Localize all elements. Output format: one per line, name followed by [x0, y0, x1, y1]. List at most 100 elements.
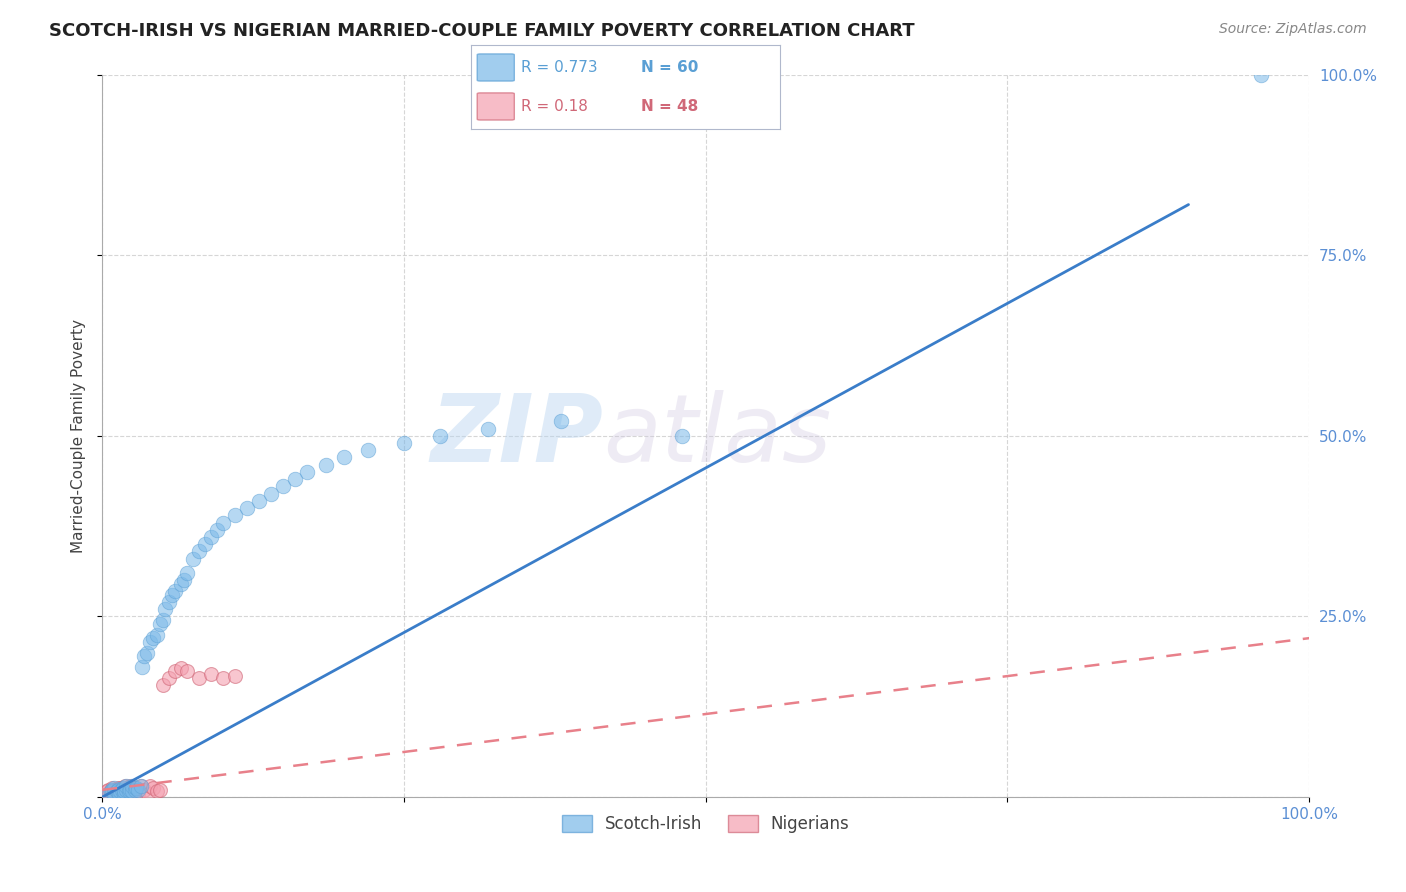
Point	[152, 613, 174, 627]
FancyBboxPatch shape	[477, 93, 515, 120]
Point	[142, 781, 165, 796]
Point	[103, 781, 125, 796]
Text: N = 60: N = 60	[641, 60, 699, 75]
Point	[429, 429, 451, 443]
Point	[107, 781, 129, 796]
Point	[101, 783, 124, 797]
Point	[145, 784, 167, 798]
Point	[247, 493, 270, 508]
Point	[157, 671, 180, 685]
Point	[131, 660, 153, 674]
Point	[212, 516, 235, 530]
Point	[142, 631, 165, 645]
Point	[103, 787, 125, 801]
Point	[98, 787, 121, 801]
Point	[97, 788, 120, 802]
Point	[97, 787, 120, 801]
Point	[107, 788, 129, 802]
Point	[152, 678, 174, 692]
Text: atlas: atlas	[603, 391, 831, 482]
Point	[121, 784, 143, 798]
Point	[101, 781, 124, 796]
Point	[107, 783, 129, 797]
Point	[181, 551, 204, 566]
Point	[112, 788, 135, 802]
Point	[332, 450, 354, 465]
Point	[127, 787, 149, 801]
Text: SCOTCH-IRISH VS NIGERIAN MARRIED-COUPLE FAMILY POVERTY CORRELATION CHART: SCOTCH-IRISH VS NIGERIAN MARRIED-COUPLE …	[49, 22, 915, 40]
Point	[103, 788, 125, 802]
Y-axis label: Married-Couple Family Poverty: Married-Couple Family Poverty	[72, 318, 86, 553]
Point	[121, 779, 143, 793]
Point	[134, 783, 156, 797]
Point	[153, 602, 176, 616]
Point	[118, 784, 141, 798]
Point	[103, 783, 125, 797]
Point	[236, 501, 259, 516]
Point	[671, 429, 693, 443]
Point	[176, 664, 198, 678]
Point	[200, 667, 222, 681]
Point	[392, 436, 415, 450]
Point	[115, 779, 138, 793]
Point	[157, 595, 180, 609]
Point	[110, 781, 132, 796]
Point	[139, 779, 162, 793]
Point	[100, 784, 122, 798]
Point	[149, 783, 172, 797]
Point	[105, 784, 128, 798]
Point	[212, 671, 235, 685]
Point	[1250, 68, 1272, 82]
Point	[160, 588, 183, 602]
Point	[139, 634, 162, 648]
Point	[224, 508, 246, 523]
Point	[169, 661, 191, 675]
Text: R = 0.18: R = 0.18	[520, 99, 588, 114]
Point	[110, 784, 132, 798]
Text: R = 0.773: R = 0.773	[520, 60, 598, 75]
Point	[260, 486, 283, 500]
Point	[111, 783, 134, 797]
Point	[96, 784, 118, 798]
Point	[145, 627, 167, 641]
Point	[111, 781, 134, 796]
Point	[101, 787, 124, 801]
Point	[134, 649, 156, 664]
Point	[163, 584, 186, 599]
Point	[194, 537, 217, 551]
Point	[205, 523, 228, 537]
Point	[105, 784, 128, 798]
Point	[163, 664, 186, 678]
Point	[477, 421, 499, 435]
Point	[187, 544, 209, 558]
Point	[117, 783, 139, 797]
Point	[115, 787, 138, 801]
Point	[176, 566, 198, 581]
Point	[100, 788, 122, 802]
Point	[114, 779, 136, 793]
Point	[112, 784, 135, 798]
Point	[297, 465, 319, 479]
Point	[112, 784, 135, 798]
Point	[110, 787, 132, 801]
Point	[315, 458, 337, 472]
Point	[129, 779, 152, 793]
Text: N = 48: N = 48	[641, 99, 699, 114]
Point	[129, 779, 152, 793]
Point	[173, 574, 195, 588]
Point	[271, 479, 294, 493]
Point	[112, 787, 135, 801]
Point	[135, 646, 157, 660]
Point	[110, 784, 132, 798]
Point	[127, 783, 149, 797]
Point	[118, 779, 141, 793]
Point	[101, 784, 124, 798]
Point	[121, 783, 143, 797]
Point	[110, 783, 132, 797]
FancyBboxPatch shape	[477, 54, 515, 81]
Point	[187, 671, 209, 685]
Point	[149, 616, 172, 631]
Point	[125, 781, 148, 796]
Point	[284, 472, 307, 486]
Legend: Scotch-Irish, Nigerians: Scotch-Irish, Nigerians	[555, 808, 856, 839]
